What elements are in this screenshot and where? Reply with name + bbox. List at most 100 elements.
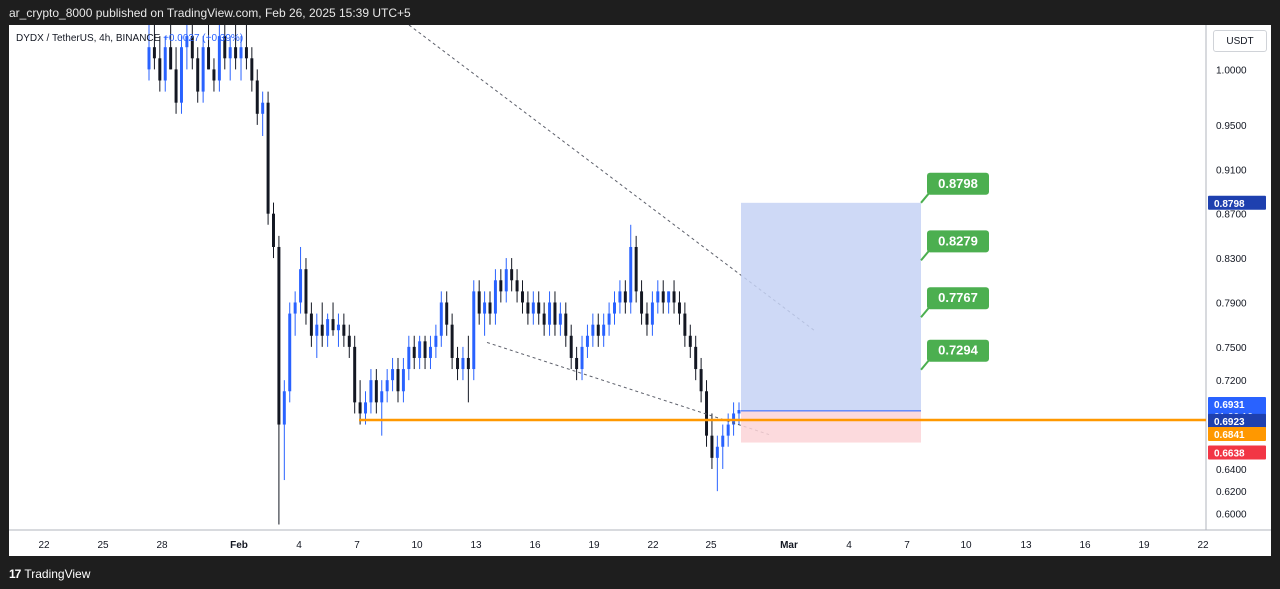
candle-body [207,47,211,70]
tradingview-logo-icon: 17 [9,567,21,581]
candle-body [261,102,265,114]
candle-body [726,424,730,436]
target-label-box [927,339,989,362]
candle-body [537,302,541,314]
candle-body [174,69,178,103]
candle-body [185,36,189,48]
price-tick-label: 0.8300 [1216,254,1247,265]
price-label-text: 0.6841 [1214,430,1245,441]
candle-body [445,302,449,325]
price-label-box [1208,413,1266,428]
candle-body [699,369,703,392]
candle-body [374,380,378,403]
target-label-box [927,172,989,195]
candle-body [396,369,400,392]
price-tick-label: 0.7200 [1216,376,1247,387]
candle-body [266,102,270,214]
symbol-info: DYDX / TetherUS, 4h, BINANCE +0.0027 (+0… [16,33,243,44]
candle-body [250,58,254,81]
candle-body [650,302,654,325]
candle-body [179,47,183,103]
candle-body [645,313,649,325]
time-tick-label: 4 [846,540,852,551]
candle-body [212,69,216,81]
candle-body [542,313,546,325]
candle-body [515,280,519,292]
candle-body [629,246,633,303]
publisher-text: ar_crypto_8000 published on TradingView.… [9,6,411,20]
price-label-box [1208,427,1266,442]
time-tick-label: 22 [1197,540,1209,551]
time-tick-label: 16 [1079,540,1091,551]
candle-body [234,47,238,59]
price-tick-label: 0.7500 [1216,343,1247,354]
target-zone [741,202,921,411]
candle-body [737,410,741,414]
candle-body [721,435,725,447]
candle-body [531,302,535,314]
candle-body [585,335,589,347]
candle-body [677,302,681,314]
candle-body [223,36,227,59]
candle-body [380,391,384,403]
candle-body [299,269,303,303]
candle-body [661,291,665,303]
candle-body [623,291,627,303]
candle-body [190,36,194,59]
candle-body [466,357,470,370]
price-change: +0.0027 (+0.39%) [163,33,244,44]
candle-body [336,324,340,331]
candle-body [553,302,557,325]
time-tick-label: 13 [1020,540,1032,551]
candle-body [640,291,644,314]
candle-body [423,341,427,358]
candle-body [369,380,373,403]
time-tick-label: 22 [647,540,659,551]
price-tick-label: 1.0000 [1216,65,1247,76]
candle-body [169,47,173,70]
stop-zone [741,410,921,443]
candle-body [499,280,503,292]
candle-body [239,47,243,59]
candle-body [331,319,335,331]
tradingview-logo[interactable]: 17 TradingView [9,567,90,581]
time-tick-label: 7 [354,540,360,551]
candle-body [634,246,638,292]
price-tick-label: 0.6200 [1216,487,1247,498]
candle-body [504,269,508,292]
candlestick-chart[interactable]: 0.8798 0.8279 0.7767 0.7294 0.6000 0.6200 0.64… [9,25,1271,556]
candle-body [320,324,324,336]
candle-body [163,47,167,81]
target-label-box [927,230,989,253]
chart-frame[interactable]: 0.8798 0.8279 0.7767 0.7294 0.6000 0.6200 0.64… [9,25,1271,556]
candle-body [277,246,281,425]
candle-body [358,402,362,414]
candle-body [418,341,422,358]
candle-body [461,357,465,370]
time-tick-label: 16 [529,540,541,551]
candle-body [602,324,606,336]
candle-body [472,291,476,370]
candle-body [569,335,573,358]
candle-body [683,313,687,336]
price-label-text: 0.6638 [1214,449,1245,460]
time-tick-label: 13 [470,540,482,551]
candle-body [288,313,292,392]
candle-body [526,302,530,314]
candle-body [483,302,487,314]
candle-body [412,346,416,358]
candle-body [558,313,562,325]
candle-body [272,213,275,247]
candle-body [694,346,698,370]
currency-button[interactable]: USDT [1213,30,1267,52]
target-label-text: 0.8279 [938,233,978,248]
candle-body [391,369,395,381]
time-tick-label: 7 [904,540,910,551]
candle-body [580,346,584,370]
time-tick-label: 22 [38,540,50,551]
candle-body [158,58,162,81]
price-tick-label: 0.6400 [1216,465,1247,476]
footer-bar: 17 TradingView [0,558,1280,589]
candle-body [548,302,552,325]
candle-body [147,47,151,70]
